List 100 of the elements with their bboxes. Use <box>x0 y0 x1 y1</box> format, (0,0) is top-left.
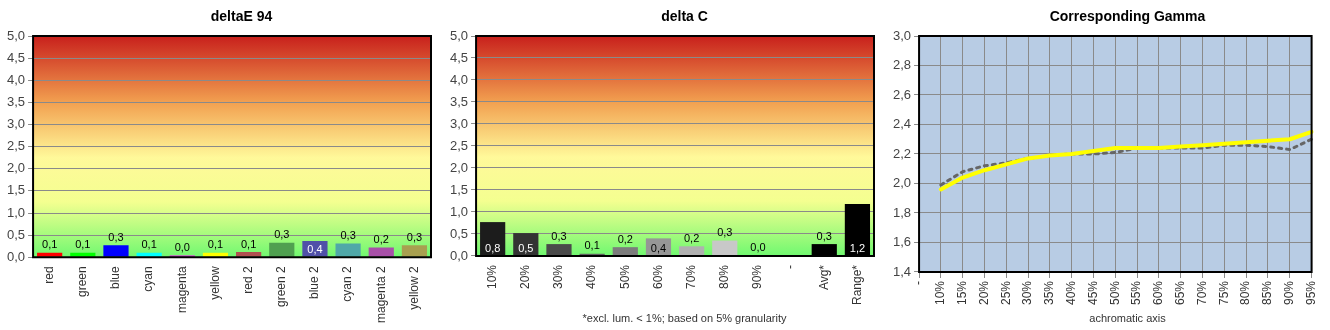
data-label: 0,3 <box>274 228 290 241</box>
x-tick-label: 30% <box>1020 280 1035 306</box>
x-tick-label: magenta <box>174 265 189 313</box>
data-label: 0,1 <box>42 238 58 251</box>
data-label: 0,2 <box>617 232 633 245</box>
data-label: 0,2 <box>683 231 700 244</box>
data-label: 0,2 <box>373 233 389 246</box>
x-tick-label: cyan <box>141 266 156 292</box>
x-tick-label: 55% <box>1129 280 1144 306</box>
data-label: 0,3 <box>340 229 356 242</box>
y-tick-label: 1,0 <box>6 204 26 220</box>
data-label: 1,2 <box>849 241 866 254</box>
y-tick-label: 3,0 <box>892 27 912 43</box>
chart-title: delta C <box>660 8 709 24</box>
x-tick-label: yellow 2 <box>406 265 421 310</box>
x-tick-label: green 2 <box>274 265 289 307</box>
x-axis-title: achromatic axis <box>1088 312 1167 324</box>
y-tick-label: 1,5 <box>6 182 26 198</box>
chart-title: Corresponding Gamma <box>1048 8 1207 24</box>
x-tick-label: Range* <box>849 264 864 305</box>
x-tick-label: red <box>41 266 56 284</box>
x-tick-label: 10% <box>933 280 948 306</box>
y-tick-label: 3,0 <box>6 116 26 132</box>
y-tick-label: 0,0 <box>6 248 26 264</box>
y-tick-label: 2,0 <box>892 175 912 191</box>
y-tick-label: 1,8 <box>892 204 912 220</box>
data-label: 0,1 <box>141 238 157 251</box>
data-label: 0,0 <box>750 240 766 253</box>
data-label: 0,3 <box>717 226 733 239</box>
y-tick-label: 2,5 <box>6 138 26 154</box>
x-tick-label: 80% <box>1238 280 1253 306</box>
x-tick-label: - <box>911 280 926 285</box>
y-tick-label: 1,6 <box>892 234 912 250</box>
y-tick-label: 4,0 <box>6 71 26 87</box>
y-tick-label: 5,0 <box>6 27 26 43</box>
data-label: 0,1 <box>207 238 224 251</box>
y-tick-label: 4,5 <box>449 49 469 65</box>
x-tick-label: 20% <box>976 280 991 306</box>
x-tick-label: 30% <box>551 264 566 289</box>
x-tick-label: 20% <box>518 264 533 289</box>
x-tick-label: 50% <box>617 264 632 289</box>
y-tick-label: 3,5 <box>449 93 469 109</box>
x-tick-label: magenta 2 <box>373 265 388 324</box>
x-tick-label: 40% <box>584 264 599 289</box>
y-tick-label: 2,0 <box>449 159 469 175</box>
data-label: 0,4 <box>650 241 667 254</box>
x-tick-label: 45% <box>1085 280 1100 306</box>
x-tick-label: 90% <box>750 264 765 289</box>
x-tick-label: 60% <box>1151 280 1166 306</box>
y-tick-label: 2,5 <box>449 137 469 153</box>
data-label: 0,8 <box>485 241 501 254</box>
data-label: 0,5 <box>518 241 534 254</box>
data-label: 0,3 <box>108 230 124 243</box>
x-tick-label: green <box>75 266 90 297</box>
x-tick-label: 60% <box>650 264 665 289</box>
y-tick-label: 0,5 <box>449 225 469 241</box>
data-label: 0,1 <box>584 239 600 252</box>
x-tick-label: red 2 <box>240 265 255 294</box>
y-tick-label: 5,0 <box>449 27 469 43</box>
y-tick-label: 2,4 <box>892 116 912 132</box>
y-tick-label: 4,5 <box>6 49 26 65</box>
x-tick-label: 90% <box>1282 280 1297 306</box>
x-tick-label: Avg* <box>816 264 831 291</box>
x-tick-label: 70% <box>683 264 698 289</box>
y-tick-label: 4,0 <box>449 71 469 87</box>
y-tick-label: 2,6 <box>892 86 912 102</box>
x-tick-label: 35% <box>1042 280 1057 306</box>
x-tick-label: blue 2 <box>307 265 322 299</box>
x-tick-label: 15% <box>955 280 969 306</box>
y-tick-label: 2,0 <box>6 160 26 176</box>
data-label: 0,1 <box>75 238 91 251</box>
y-tick-label: 2,2 <box>892 145 912 161</box>
x-tick-label: 10% <box>484 264 499 289</box>
x-tick-label: 40% <box>1064 280 1079 306</box>
x-tick-label: 65% <box>1173 280 1188 306</box>
x-tick-label: yellow <box>207 265 222 300</box>
x-tick-label: cyan 2 <box>340 265 355 302</box>
y-tick-label: 3,0 <box>449 115 469 131</box>
y-tick-label: 1,0 <box>449 203 469 219</box>
x-tick-label: 50% <box>1107 280 1122 306</box>
data-label: 0,3 <box>551 229 567 242</box>
y-tick-label: 3,5 <box>6 93 26 109</box>
data-label: 0,4 <box>307 242 323 255</box>
x-tick-label: 70% <box>1194 280 1209 306</box>
x-tick-label: 75% <box>1216 280 1231 306</box>
chart-title: deltaE 94 <box>209 8 274 24</box>
x-tick-label: - <box>783 264 798 269</box>
text: *excl. lum. < 1%; based on 5% granularity <box>581 312 788 324</box>
y-tick-label: 0,0 <box>449 247 469 263</box>
data-label: 0,1 <box>240 237 257 250</box>
data-label: 0,0 <box>174 241 190 254</box>
x-tick-label: 95% <box>1303 280 1318 306</box>
y-tick-label: 2,8 <box>892 57 912 73</box>
data-label: 0,3 <box>816 229 832 242</box>
y-tick-label: 0,5 <box>6 226 26 242</box>
x-tick-label: 80% <box>717 264 732 289</box>
x-tick-label: 85% <box>1260 280 1275 306</box>
data-label: 0,3 <box>406 230 423 243</box>
x-tick-label: 25% <box>998 280 1013 306</box>
y-tick-label: 1,5 <box>449 181 469 197</box>
